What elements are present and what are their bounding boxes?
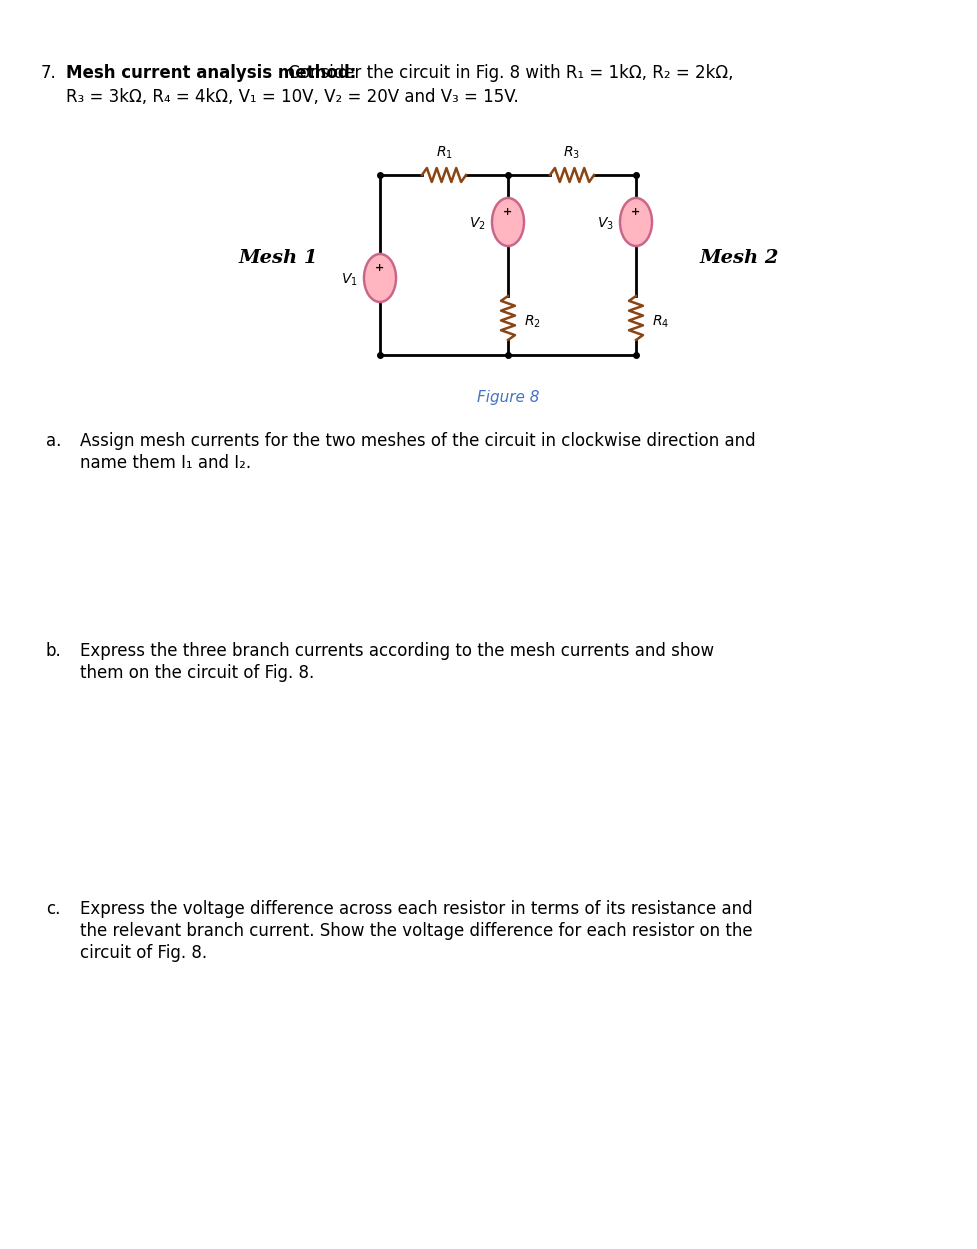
Ellipse shape <box>492 199 524 246</box>
Ellipse shape <box>620 199 652 246</box>
Text: Consider the circuit in Fig. 8 with R₁ = 1kΩ, R₂ = 2kΩ,: Consider the circuit in Fig. 8 with R₁ =… <box>283 64 734 82</box>
Text: +: + <box>503 207 513 217</box>
Text: a.: a. <box>46 432 62 450</box>
Text: +: + <box>631 207 641 217</box>
Text: Figure 8: Figure 8 <box>477 390 539 405</box>
Text: name them I₁ and I₂.: name them I₁ and I₂. <box>80 453 251 472</box>
Text: Express the voltage difference across each resistor in terms of its resistance a: Express the voltage difference across ea… <box>80 901 752 918</box>
Text: $V_3$: $V_3$ <box>597 216 614 232</box>
Text: b.: b. <box>46 642 62 659</box>
Text: +: + <box>375 264 385 274</box>
Text: Assign mesh currents for the two meshes of the circuit in clockwise direction an: Assign mesh currents for the two meshes … <box>80 432 756 450</box>
Text: Mesh 1: Mesh 1 <box>238 249 318 267</box>
Text: Mesh 2: Mesh 2 <box>700 249 780 267</box>
Text: $R_2$: $R_2$ <box>524 313 541 330</box>
Text: the relevant branch current. Show the voltage difference for each resistor on th: the relevant branch current. Show the vo… <box>80 922 752 940</box>
Text: Mesh current analysis method:: Mesh current analysis method: <box>66 64 357 82</box>
Text: $R_3$: $R_3$ <box>564 145 580 161</box>
Text: Express the three branch currents according to the mesh currents and show: Express the three branch currents accord… <box>80 642 714 659</box>
Text: 7.: 7. <box>41 64 57 82</box>
Text: circuit of Fig. 8.: circuit of Fig. 8. <box>80 944 207 962</box>
Text: $R_4$: $R_4$ <box>652 313 669 330</box>
Text: R₃ = 3kΩ, R₄ = 4kΩ, V₁ = 10V, V₂ = 20V and V₃ = 15V.: R₃ = 3kΩ, R₄ = 4kΩ, V₁ = 10V, V₂ = 20V a… <box>66 87 519 106</box>
Text: $V_2$: $V_2$ <box>469 216 486 232</box>
Text: c.: c. <box>46 901 61 918</box>
Text: them on the circuit of Fig. 8.: them on the circuit of Fig. 8. <box>80 664 315 682</box>
Text: $R_1$: $R_1$ <box>436 145 452 161</box>
Text: $V_1$: $V_1$ <box>341 272 358 289</box>
Ellipse shape <box>364 254 396 302</box>
